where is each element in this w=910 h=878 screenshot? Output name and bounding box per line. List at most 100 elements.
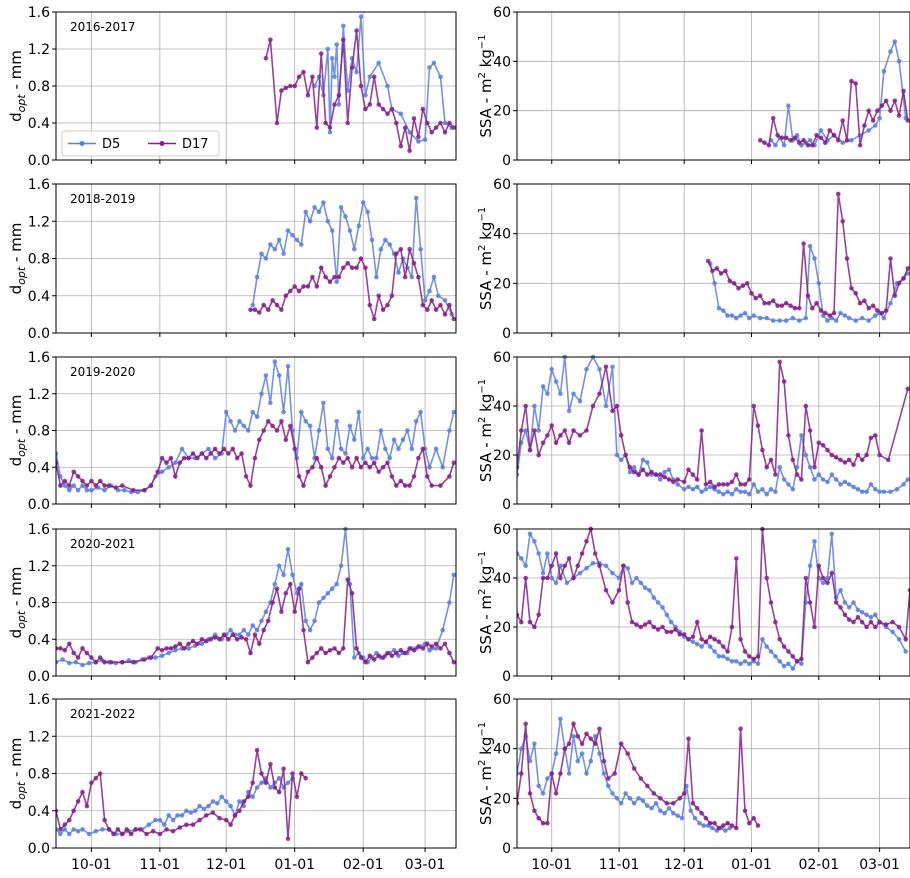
data-point-d5 — [166, 650, 171, 656]
data-point-d17 — [204, 455, 209, 461]
data-point-d17 — [363, 460, 368, 466]
data-point-d17 — [610, 408, 615, 414]
data-point-d17 — [734, 825, 739, 831]
data-point-d5 — [710, 825, 715, 831]
data-point-d17 — [671, 801, 676, 806]
y-tick-label: 0 — [502, 669, 511, 685]
data-point-d5 — [864, 489, 869, 495]
data-point-d5 — [427, 648, 432, 653]
data-point-d17 — [694, 806, 700, 811]
data-point-d5 — [332, 74, 337, 80]
data-point-d17 — [230, 632, 236, 637]
data-point-d17 — [56, 646, 59, 651]
data-point-d5 — [325, 446, 331, 452]
data-point-d5 — [80, 827, 85, 832]
y-tick-label: 0.4 — [28, 289, 50, 305]
data-point-d17 — [584, 539, 589, 544]
data-point-d5 — [409, 446, 415, 452]
data-point-d17 — [629, 619, 635, 625]
data-point-d5 — [303, 618, 309, 624]
data-point-d17 — [345, 260, 351, 266]
data-point-d5 — [62, 483, 68, 488]
data-point-d5 — [738, 489, 743, 495]
data-point-d5 — [681, 487, 687, 492]
data-point-d5 — [527, 531, 533, 537]
data-point-d17 — [411, 648, 417, 653]
data-point-d17 — [790, 457, 796, 463]
series-d17 — [248, 246, 456, 322]
data-point-d5 — [649, 806, 654, 811]
data-point-d17 — [177, 460, 183, 466]
data-point-d17 — [892, 293, 898, 299]
plot-frame — [516, 698, 910, 849]
y-tick-label: 0 — [502, 497, 511, 513]
data-point-d5 — [413, 419, 419, 424]
y-tick-label: 60 — [493, 5, 511, 21]
data-point-d17 — [332, 274, 337, 280]
data-point-d17 — [877, 452, 882, 458]
y-tick-label: 0.8 — [28, 252, 50, 268]
data-point-d17 — [597, 726, 602, 732]
data-point-d17 — [690, 634, 696, 640]
data-point-d5 — [56, 659, 59, 665]
data-point-d5 — [347, 228, 353, 233]
data-point-d5 — [519, 556, 524, 561]
data-point-d17 — [228, 822, 233, 827]
data-point-d17 — [380, 106, 386, 112]
series-line-d5 — [313, 16, 453, 143]
x-tick-label: 02-01 — [343, 857, 384, 873]
data-point-d5 — [299, 409, 304, 415]
data-point-d5 — [540, 384, 546, 389]
data-point-d5 — [627, 469, 633, 475]
data-point-d5 — [413, 195, 419, 201]
data-point-d5 — [747, 315, 752, 321]
data-point-d5 — [742, 310, 748, 316]
series-d5 — [517, 531, 908, 671]
data-point-d17 — [781, 644, 787, 649]
data-point-d5 — [716, 489, 722, 495]
data-point-d5 — [352, 655, 357, 660]
data-point-d17 — [115, 827, 121, 832]
data-point-d17 — [859, 619, 865, 625]
data-point-d17 — [363, 265, 368, 271]
data-point-d17 — [660, 624, 665, 630]
data-point-d5 — [892, 39, 898, 44]
data-point-d5 — [625, 565, 630, 571]
data-point-d5 — [786, 482, 791, 487]
data-point-d17 — [416, 644, 421, 649]
data-point-d5 — [738, 661, 743, 667]
data-point-d5 — [206, 803, 211, 809]
data-point-d17 — [305, 469, 311, 475]
data-point-d5 — [716, 305, 722, 311]
data-point-d5 — [409, 274, 415, 280]
data-point-d5 — [773, 489, 778, 495]
series-d5 — [250, 195, 454, 317]
data-point-d5 — [356, 223, 362, 229]
data-point-d17 — [367, 102, 373, 107]
data-point-d5 — [838, 310, 843, 316]
data-point-d5 — [192, 808, 198, 814]
series-d5 — [517, 354, 910, 497]
data-point-d17 — [89, 478, 94, 484]
data-point-d17 — [618, 433, 624, 438]
data-point-d17 — [323, 274, 328, 280]
data-point-d5 — [755, 661, 761, 667]
data-point-d5 — [184, 808, 189, 814]
data-point-d17 — [102, 817, 107, 823]
data-point-d17 — [173, 644, 178, 649]
data-point-d17 — [755, 423, 761, 428]
data-point-d5 — [790, 487, 796, 492]
data-point-d17 — [80, 646, 85, 651]
data-point-d5 — [721, 491, 726, 497]
data-point-d17 — [592, 741, 598, 746]
data-point-d5 — [336, 102, 342, 107]
data-point-d17 — [757, 138, 763, 143]
data-point-d5 — [80, 662, 85, 668]
data-point-d17 — [341, 646, 346, 651]
data-point-d17 — [190, 451, 196, 456]
data-point-d17 — [590, 403, 596, 409]
data-point-d17 — [367, 653, 373, 659]
data-point-d17 — [438, 120, 443, 126]
data-point-d5 — [343, 214, 348, 219]
data-point-d5 — [347, 423, 353, 429]
